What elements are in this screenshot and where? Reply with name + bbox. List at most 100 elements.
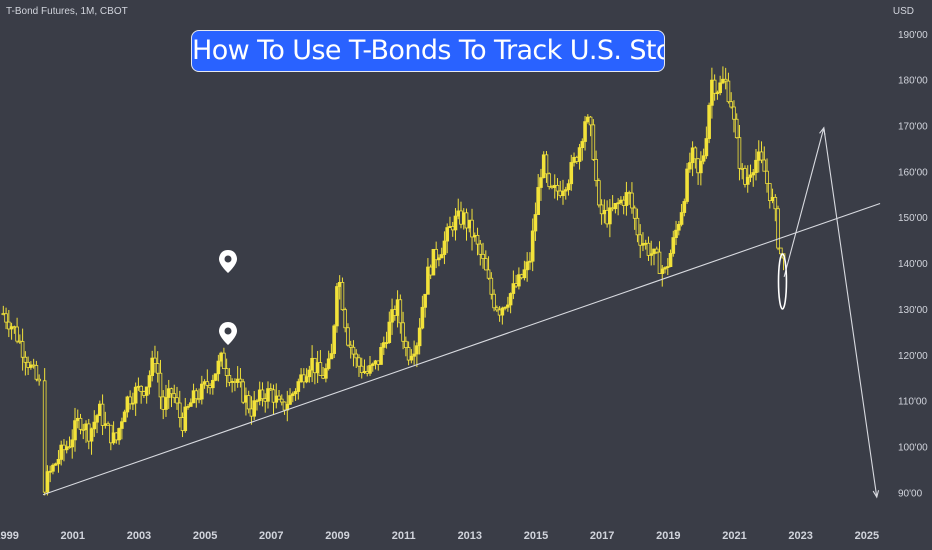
candle-body: [15, 326, 19, 342]
candle-body: [511, 283, 516, 294]
candle-body: [266, 388, 270, 402]
candle-body: [186, 406, 190, 408]
candle-body: [357, 357, 361, 367]
candle-body: [754, 159, 758, 173]
candle-body: [525, 261, 529, 271]
candle-body: [500, 307, 505, 316]
candle-body: [34, 365, 39, 380]
x-tick-label: 2021: [722, 530, 746, 542]
candle-body: [169, 388, 174, 395]
candle-body: [434, 248, 438, 261]
candle-body: [536, 187, 540, 215]
candle-body: [608, 207, 612, 225]
x-tick-label: 2017: [590, 530, 614, 542]
candle-series: [1, 66, 786, 496]
candle-body: [668, 253, 673, 267]
candle-body: [64, 446, 69, 451]
candle-body: [37, 378, 41, 382]
candle-body: [588, 116, 593, 126]
candle-body: [183, 406, 188, 432]
candle-body: [150, 357, 154, 376]
candle-body: [577, 147, 582, 162]
candle-body: [324, 368, 328, 379]
y-tick-label: 160'00: [898, 167, 928, 178]
y-tick-label: 130'00: [898, 305, 928, 316]
candle-body: [417, 327, 422, 347]
candle-body: [776, 208, 780, 249]
candle-body: [255, 400, 259, 403]
candle-body: [131, 402, 135, 405]
candle-body: [649, 253, 654, 256]
candle-body: [624, 192, 629, 206]
candle-body: [734, 118, 739, 139]
candle-body: [663, 267, 667, 270]
candle-body: [646, 242, 651, 256]
candle-body: [172, 393, 177, 399]
x-tick-label: 2001: [61, 530, 85, 542]
candle-body: [56, 459, 61, 465]
candle-body: [486, 269, 491, 279]
projection-arrow: [783, 127, 878, 498]
candle-body: [155, 363, 160, 374]
candle-body: [147, 375, 152, 388]
candle-body: [359, 365, 364, 374]
candle-body: [420, 306, 425, 329]
candle-body: [384, 342, 389, 344]
candle-body: [743, 168, 747, 185]
candle-body: [492, 293, 496, 309]
trendline: [42, 202, 881, 496]
candle-body: [712, 79, 717, 94]
candle-body: [340, 281, 345, 311]
candle-body: [453, 215, 458, 231]
candle-body: [260, 389, 265, 400]
candle-body: [117, 428, 121, 441]
candle-body: [153, 357, 157, 365]
candle-body: [351, 346, 356, 355]
candle-body: [415, 345, 419, 355]
candle-body: [120, 421, 124, 429]
candle-body: [759, 151, 764, 161]
candle-body: [296, 381, 301, 392]
candle-body: [657, 251, 662, 274]
candle-body: [547, 173, 552, 188]
candle-body: [95, 415, 99, 423]
candle-body: [765, 170, 769, 184]
candle-body: [715, 92, 720, 95]
x-tick-label: 2003: [127, 530, 151, 542]
candle-body: [73, 420, 77, 441]
candle-body: [346, 327, 350, 346]
candle-body: [307, 369, 312, 378]
candle-body: [732, 106, 736, 120]
candle-body: [144, 386, 149, 396]
candle-body: [78, 417, 83, 430]
candle-body: [442, 240, 447, 255]
x-tick-label: 2023: [788, 530, 812, 542]
candle-body: [597, 180, 601, 206]
candle-body: [406, 347, 411, 361]
candle-body: [707, 104, 711, 139]
y-tick-label: 110'00: [898, 397, 927, 408]
candle-body: [348, 344, 353, 348]
candle-body: [704, 138, 709, 157]
candle-body: [4, 313, 8, 323]
y-tick-label: 90'00: [898, 488, 923, 499]
candle-body: [175, 397, 179, 404]
candle-body: [23, 356, 28, 363]
candle-body: [580, 141, 585, 149]
candle-body: [674, 229, 678, 238]
candle-body: [277, 395, 281, 400]
candle-body: [484, 258, 488, 271]
candle-body: [288, 395, 292, 405]
candle-body: [563, 189, 568, 192]
x-tick-label: 2005: [193, 530, 217, 542]
candle-body: [506, 304, 510, 308]
candle-body: [481, 253, 485, 259]
candle-body: [222, 352, 226, 370]
candle-body: [128, 396, 132, 405]
candle-body: [660, 268, 665, 274]
candle-body: [726, 80, 731, 103]
candle-body: [370, 363, 375, 366]
candle-body: [188, 402, 193, 407]
candle-body: [671, 237, 676, 254]
